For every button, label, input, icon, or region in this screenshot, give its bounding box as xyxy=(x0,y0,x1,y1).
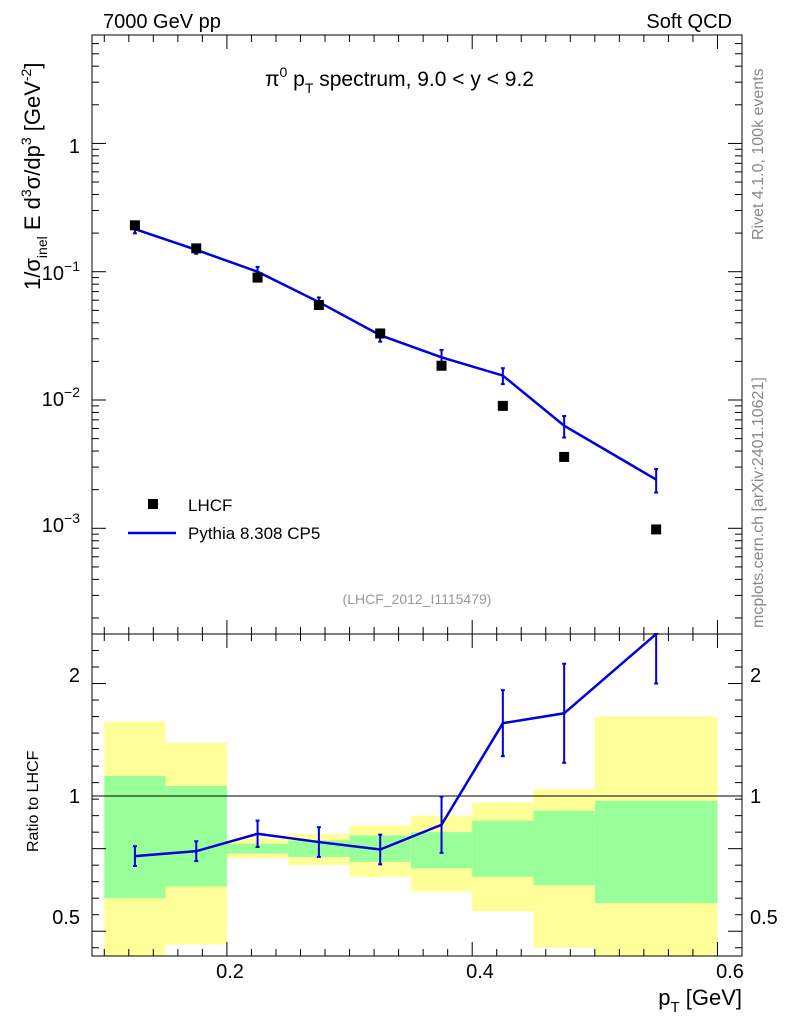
ratio-stat-band-7 xyxy=(533,810,595,885)
main-y-tick-1e-1: 10−1 xyxy=(42,258,80,285)
lhcf-point-2 xyxy=(252,272,263,283)
ratio-y-tick-1-right: 1 xyxy=(750,786,761,808)
rivet-version-label: Rivet 4.1.0, 100k events xyxy=(750,68,767,240)
legend-pythia-label: Pythia 8.308 CP5 xyxy=(188,524,320,543)
lhcf-point-6 xyxy=(497,400,508,411)
ratio-y-tick-2-right: 2 xyxy=(750,665,761,687)
ratio-y-tick-0.5: 0.5 xyxy=(52,907,80,929)
ratio-y-axis-label: Ratio to LHCF xyxy=(25,750,42,852)
x-tick-0.4: 0.4 xyxy=(466,961,494,983)
lhcf-point-8 xyxy=(651,524,662,535)
ratio-stat-band-8 xyxy=(594,800,718,904)
chart-title: π0 pT spectrum, 9.0 < y < 9.2 xyxy=(265,64,534,96)
ratio-y-tick-1: 1 xyxy=(69,786,80,808)
ratio-stat-band-1 xyxy=(165,785,227,887)
main-plot-frame xyxy=(91,34,743,635)
ratio-stat-band-2 xyxy=(226,843,289,854)
lhcf-point-4 xyxy=(375,328,386,339)
ratio-stat-band-6 xyxy=(472,820,534,877)
x-axis-label: pT [GeV] xyxy=(658,985,742,1016)
x-tick-0.6: 0.6 xyxy=(716,961,744,983)
main-y-tick-1e-3: 10−3 xyxy=(42,510,80,537)
x-tick-0.2: 0.2 xyxy=(216,961,244,983)
source-label: mcplots.cern.ch [arXiv:2401.10621] xyxy=(750,377,767,628)
lhcf-point-7 xyxy=(559,451,570,462)
lhcf-point-3 xyxy=(313,300,324,311)
main-y-tick-1: 1 xyxy=(69,136,80,158)
ratio-y-tick-0.5-right: 0.5 xyxy=(750,907,778,929)
main-y-axis-label: 1/σinel E d3σ/dp3 [GeV-2] xyxy=(18,63,50,290)
analysis-id: (LHCF_2012_I1115479) xyxy=(343,591,492,607)
legend-lhcf-label: LHCF xyxy=(188,496,232,515)
energy-label: 7000 GeV pp xyxy=(103,11,221,33)
main-series xyxy=(129,220,662,535)
ratio-stat-band-0 xyxy=(104,776,166,899)
lhcf-point-5 xyxy=(436,360,447,371)
legend-lhcf-marker xyxy=(148,499,158,509)
axis-ticks xyxy=(92,34,742,956)
lhcf-point-0 xyxy=(129,220,140,231)
ratio-series xyxy=(132,633,659,868)
main-y-tick-1e-2: 10−2 xyxy=(42,384,80,411)
pythia-line xyxy=(134,227,657,481)
ratio-plot-frame xyxy=(91,633,743,957)
process-label: Soft QCD xyxy=(646,11,732,33)
ratio-y-tick-2: 2 xyxy=(69,665,80,687)
lhcf-point-1 xyxy=(191,243,202,254)
